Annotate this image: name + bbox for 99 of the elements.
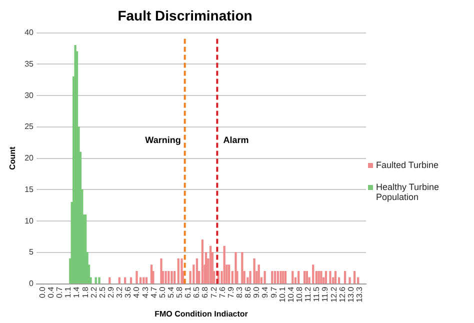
y-axis-title: Count: [8, 146, 18, 170]
bar: [348, 277, 351, 284]
x-axis-title: FMO Condition Indiactor: [154, 309, 248, 318]
ref-line-label: Alarm: [223, 135, 249, 146]
bar: [324, 270, 328, 284]
x-tick-label: 8.6: [244, 286, 253, 298]
bar: [108, 277, 111, 284]
x-tick-label: 1.1: [64, 286, 73, 298]
x-tick-label: 4.3: [140, 286, 150, 298]
x-tick-label: 10.1: [278, 286, 287, 302]
x-tick-label: 11.5: [312, 286, 322, 302]
bar: [344, 270, 346, 284]
y-tick-label: 15: [24, 184, 34, 194]
bar: [276, 270, 279, 284]
bar: [118, 277, 120, 284]
x-tick-label: 6.8: [200, 286, 210, 298]
x-tick-label: 2.2: [89, 286, 98, 298]
x-tick-label: 0.4: [46, 286, 56, 298]
bar: [170, 270, 173, 284]
bar: [234, 252, 237, 284]
bar: [298, 270, 300, 284]
x-tick-label: 4.7: [149, 286, 158, 298]
bar: [320, 270, 322, 284]
bar: [160, 258, 162, 284]
bar: [303, 270, 306, 284]
bar: [142, 277, 145, 284]
x-tick-label: 9.7: [269, 286, 278, 298]
x-tick-label: 8.3: [235, 286, 244, 298]
x-tick-label: 0.0: [38, 286, 47, 298]
x-tick-label: 5.4: [166, 286, 176, 298]
x-tick-label: 3.6: [124, 286, 133, 298]
bar: [318, 270, 320, 284]
bar: [284, 270, 287, 284]
y-tick-label: 20: [24, 154, 34, 163]
bar: [312, 264, 314, 284]
x-tick-label: 9.0: [252, 286, 262, 298]
bar: [174, 270, 176, 284]
bar: [209, 246, 212, 284]
bar: [334, 270, 337, 284]
bar: [74, 45, 76, 284]
x-tick-label: 13.3: [354, 286, 364, 302]
x-tick-label: 4.0: [132, 286, 142, 298]
bar: [264, 270, 266, 284]
bar: [136, 270, 138, 284]
x-tick-label: 5.8: [175, 286, 184, 298]
x-tick-label: 1.4: [72, 286, 82, 298]
x-tick-label: 1.8: [80, 286, 90, 298]
x-tick-label: 2.5: [98, 286, 107, 298]
x-tick-label: 6.1: [184, 286, 193, 298]
bar: [274, 270, 276, 284]
bar: [253, 258, 256, 284]
x-tick-label: 11.9: [320, 286, 330, 302]
bar: [130, 277, 132, 284]
legend-label: Healthy Turbine Population: [376, 182, 440, 202]
x-tick-label: 9.4: [260, 286, 270, 298]
x-tick-label: 10.8: [294, 286, 304, 302]
y-tick-label: 35: [24, 59, 34, 68]
y-tick-label: 25: [24, 122, 34, 132]
bar: [164, 270, 167, 284]
bar: [306, 270, 308, 284]
bar: [292, 270, 294, 284]
x-tick-label: 2.9: [106, 286, 116, 298]
x-tick-label: 10.4: [286, 286, 296, 302]
x-tick-label: 5.0: [158, 286, 167, 298]
ref-line-label: Warning: [145, 135, 181, 146]
x-tick-label: 6.5: [192, 286, 202, 298]
x-tick-label: 13.0: [346, 286, 356, 302]
y-tick-label: 40: [24, 28, 34, 38]
bar: [168, 270, 170, 284]
bar: [201, 240, 204, 284]
bar: [258, 264, 260, 284]
x-tick-label: 7.9: [226, 286, 236, 298]
bar: [94, 277, 97, 284]
bar: [177, 258, 180, 284]
x-tick-label: 0.7: [55, 286, 64, 298]
bar: [145, 277, 148, 284]
x-tick-label: 12.2: [329, 286, 338, 302]
x-tick-label: 3.2: [115, 286, 124, 298]
chart-title: Fault Discrimination: [118, 7, 252, 24]
legend-label: Faulted Turbine: [376, 160, 439, 170]
y-tick-label: 0: [29, 279, 34, 288]
bar: [228, 264, 230, 284]
bar: [353, 270, 356, 284]
bar: [124, 277, 126, 284]
y-tick-label: 5: [29, 248, 34, 257]
y-tick-label: 10: [24, 216, 34, 226]
x-tick-label: 7.6: [218, 286, 227, 298]
bar: [196, 258, 198, 284]
x-tick-label: 11.2: [304, 286, 313, 302]
y-tick-label: 30: [24, 90, 34, 100]
x-tick-label: 7.2: [209, 286, 218, 298]
bar: [98, 277, 100, 284]
bar: [241, 252, 244, 284]
bar: [329, 270, 332, 284]
bar: [271, 270, 274, 284]
bar: [282, 270, 284, 284]
x-tick-label: 12.6: [338, 286, 347, 302]
bar: [280, 270, 282, 284]
bar: [223, 246, 226, 284]
